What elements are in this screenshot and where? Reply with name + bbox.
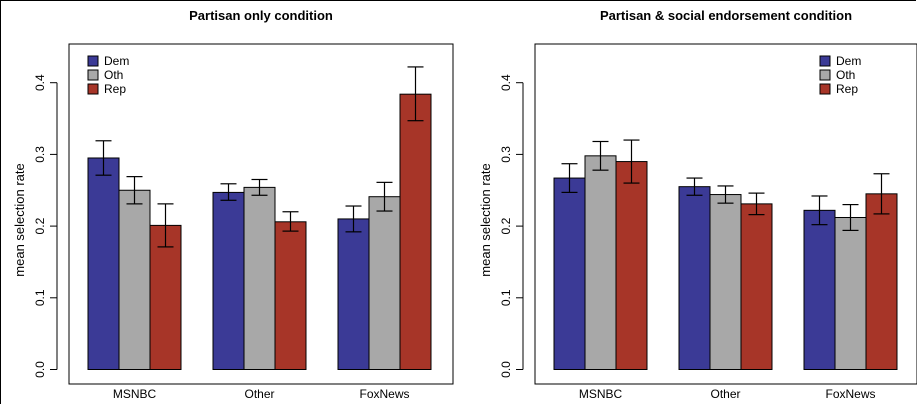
legend-swatch-rep [819,83,831,95]
bar-rep-foxnews [865,193,898,370]
chart-panel-1: Partisan only condition mean selection ra… [12,8,454,401]
legend-label-rep: Rep [104,82,126,96]
bar-rep-other [274,221,307,370]
plot-box [534,43,917,385]
bar-oth-msnbc [118,189,151,370]
x-tick-label: MSNBC [579,387,623,401]
y-axis-label: mean selection rate [12,163,27,276]
x-tick-label: FoxNews [825,387,875,401]
legend-swatch-dem [819,55,831,67]
y-tick-label: 0.4 [499,74,513,91]
y-tick-label: 0.0 [499,361,513,378]
y-tick-label: 0.2 [499,217,513,234]
legend-label-oth: Oth [104,68,123,82]
legend-label-oth: Oth [836,68,855,82]
bar-dem-other [212,191,245,370]
y-tick-label: 0.2 [33,217,47,234]
bar-dem-foxnews [337,218,370,370]
x-tick-label: Other [710,387,740,401]
bar-dem-foxnews [803,209,836,370]
bar-oth-other [243,186,276,370]
legend-swatch-oth [819,69,831,81]
bar-dem-msnbc [553,177,586,370]
x-tick-label: Other [244,387,274,401]
bar-rep-foxnews [399,93,432,370]
x-tick-label: MSNBC [113,387,157,401]
y-tick-label: 0.3 [33,146,47,163]
legend-label-dem: Dem [104,54,129,68]
bar-oth-foxnews [834,216,867,370]
chart-panel-2: Partisan & social endorsement condition m… [478,8,917,401]
y-tick-label: 0.3 [499,146,513,163]
bar-oth-msnbc [584,155,617,370]
legend-swatch-dem [87,55,99,67]
y-tick-label: 0.0 [33,361,47,378]
bar-oth-other [709,194,742,370]
x-tick-label: FoxNews [359,387,409,401]
bar-dem-msnbc [87,157,120,370]
y-axis-label: mean selection rate [478,163,493,276]
y-tick-label: 0.1 [499,289,513,306]
y-tick-label: 0.4 [33,74,47,91]
legend-label-rep: Rep [836,82,858,96]
bar-rep-other [740,203,773,370]
bar-rep-msnbc [615,161,648,370]
legend-swatch-rep [87,83,99,95]
legend-swatch-oth [87,69,99,81]
bar-dem-other [678,186,711,370]
plot-box [68,43,454,385]
chart-title: Partisan & social endorsement condition [600,8,852,23]
chart-title: Partisan only condition [189,8,333,23]
bar-oth-foxnews [368,196,401,370]
y-tick-label: 0.1 [33,289,47,306]
bar-rep-msnbc [149,224,182,370]
legend-label-dem: Dem [836,54,861,68]
